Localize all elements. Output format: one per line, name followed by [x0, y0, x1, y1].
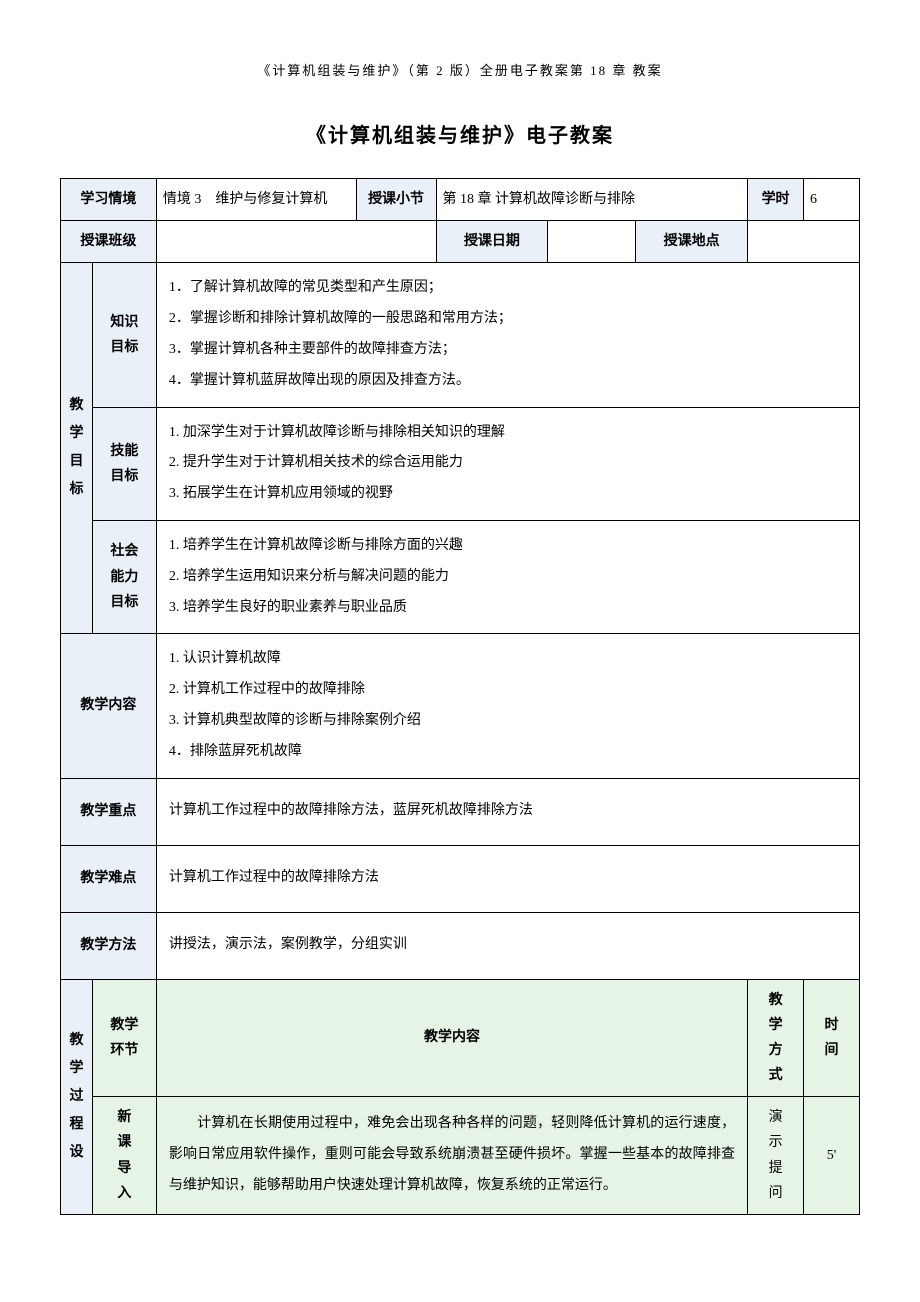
label-keypoint: 教学重点: [61, 778, 157, 845]
val-knowledge-goal: 1．了解计算机故障的常见类型和产生原因； 2．掌握诊断和排除计算机故障的一般思路…: [156, 263, 859, 407]
val-class: [156, 221, 436, 263]
knowledge-item-2: 2．掌握诊断和排除计算机故障的一般思路和常用方法；: [169, 304, 847, 335]
knowledge-item-1: 1．了解计算机故障的常见类型和产生原因；: [169, 273, 847, 304]
row-knowledge-goal: 教学目标 知识目标 1．了解计算机故障的常见类型和产生原因； 2．掌握诊断和排除…: [61, 263, 860, 407]
val-difficulty: 计算机工作过程中的故障排除方法: [156, 845, 859, 912]
val-hours: 6: [804, 179, 860, 221]
row-content: 教学内容 1. 认识计算机故障 2. 计算机工作过程中的故障排除 3. 计算机典…: [61, 634, 860, 778]
label-intro: 新课导入: [92, 1097, 156, 1215]
label-content: 教学内容: [61, 634, 157, 778]
val-content: 1. 认识计算机故障 2. 计算机工作过程中的故障排除 3. 计算机典型故障的诊…: [156, 634, 859, 778]
val-place: [748, 221, 860, 263]
content-item-3: 3. 计算机典型故障的诊断与排除案例介绍: [169, 706, 847, 737]
val-section: 第 18 章 计算机故障诊断与排除: [436, 179, 748, 221]
label-teaching-goals: 教学目标: [61, 263, 93, 634]
label-context: 学习情境: [61, 179, 157, 221]
val-date: [548, 221, 636, 263]
val-intro-time: 5': [804, 1097, 860, 1215]
label-date: 授课日期: [436, 221, 548, 263]
page-header: 《计算机组装与维护》（第 2 版）全册电子教案第 18 章 教案: [60, 60, 860, 79]
document-page: 《计算机组装与维护》（第 2 版）全册电子教案第 18 章 教案 《计算机组装与…: [0, 0, 920, 1255]
val-intro-method: 演示提问: [748, 1097, 804, 1215]
content-item-4: 4．排除蓝屏死机故障: [169, 737, 847, 768]
content-item-2: 2. 计算机工作过程中的故障排除: [169, 675, 847, 706]
row-intro: 新课导入 计算机在长期使用过程中，难免会出现各种各样的问题，轻则降低计算机的运行…: [61, 1097, 860, 1215]
document-title: 《计算机组装与维护》电子教案: [60, 119, 860, 148]
lesson-plan-table: 学习情境 情境 3 维护与修复计算机 授课小节 第 18 章 计算机故障诊断与排…: [60, 178, 860, 1215]
row-keypoint: 教学重点 计算机工作过程中的故障排除方法，蓝屏死机故障排除方法: [61, 778, 860, 845]
label-place: 授课地点: [636, 221, 748, 263]
row-social-goal: 社会能力目标 1. 培养学生在计算机故障诊断与排除方面的兴趣 2. 培养学生运用…: [61, 520, 860, 633]
label-knowledge-goal: 知识目标: [92, 263, 156, 407]
knowledge-item-4: 4．掌握计算机蓝屏故障出现的原因及排查方法。: [169, 366, 847, 397]
label-process-content: 教学内容: [156, 979, 747, 1097]
val-social-goal: 1. 培养学生在计算机故障诊断与排除方面的兴趣 2. 培养学生运用知识来分析与解…: [156, 520, 859, 633]
label-process-method: 教学方式: [748, 979, 804, 1097]
knowledge-item-3: 3．掌握计算机各种主要部件的故障排查方法；: [169, 335, 847, 366]
label-stage: 教学环节: [92, 979, 156, 1097]
content-item-1: 1. 认识计算机故障: [169, 644, 847, 675]
label-process-time: 时间: [804, 979, 860, 1097]
label-hours: 学时: [748, 179, 804, 221]
row-context: 学习情境 情境 3 维护与修复计算机 授课小节 第 18 章 计算机故障诊断与排…: [61, 179, 860, 221]
label-method: 教学方法: [61, 912, 157, 979]
label-section: 授课小节: [356, 179, 436, 221]
label-process: 教学过程设: [61, 979, 93, 1215]
social-item-1: 1. 培养学生在计算机故障诊断与排除方面的兴趣: [169, 531, 847, 562]
social-item-3: 3. 培养学生良好的职业素养与职业品质: [169, 593, 847, 624]
val-skill-goal: 1. 加深学生对于计算机故障诊断与排除相关知识的理解 2. 提升学生对于计算机相…: [156, 407, 859, 520]
social-item-2: 2. 培养学生运用知识来分析与解决问题的能力: [169, 562, 847, 593]
row-process-header: 教学过程设 教学环节 教学内容 教学方式 时间: [61, 979, 860, 1097]
label-difficulty: 教学难点: [61, 845, 157, 912]
label-skill-goal: 技能目标: [92, 407, 156, 520]
val-method: 讲授法，演示法，案例教学，分组实训: [156, 912, 859, 979]
row-method: 教学方法 讲授法，演示法，案例教学，分组实训: [61, 912, 860, 979]
row-difficulty: 教学难点 计算机工作过程中的故障排除方法: [61, 845, 860, 912]
row-skill-goal: 技能目标 1. 加深学生对于计算机故障诊断与排除相关知识的理解 2. 提升学生对…: [61, 407, 860, 520]
val-intro-text: 计算机在长期使用过程中，难免会出现各种各样的问题，轻则降低计算机的运行速度，影响…: [156, 1097, 747, 1215]
skill-item-2: 2. 提升学生对于计算机相关技术的综合运用能力: [169, 448, 847, 479]
row-class: 授课班级 授课日期 授课地点: [61, 221, 860, 263]
val-context: 情境 3 维护与修复计算机: [156, 179, 356, 221]
val-keypoint: 计算机工作过程中的故障排除方法，蓝屏死机故障排除方法: [156, 778, 859, 845]
label-social-goal: 社会能力目标: [92, 520, 156, 633]
skill-item-1: 1. 加深学生对于计算机故障诊断与排除相关知识的理解: [169, 418, 847, 449]
skill-item-3: 3. 拓展学生在计算机应用领域的视野: [169, 479, 847, 510]
label-class: 授课班级: [61, 221, 157, 263]
